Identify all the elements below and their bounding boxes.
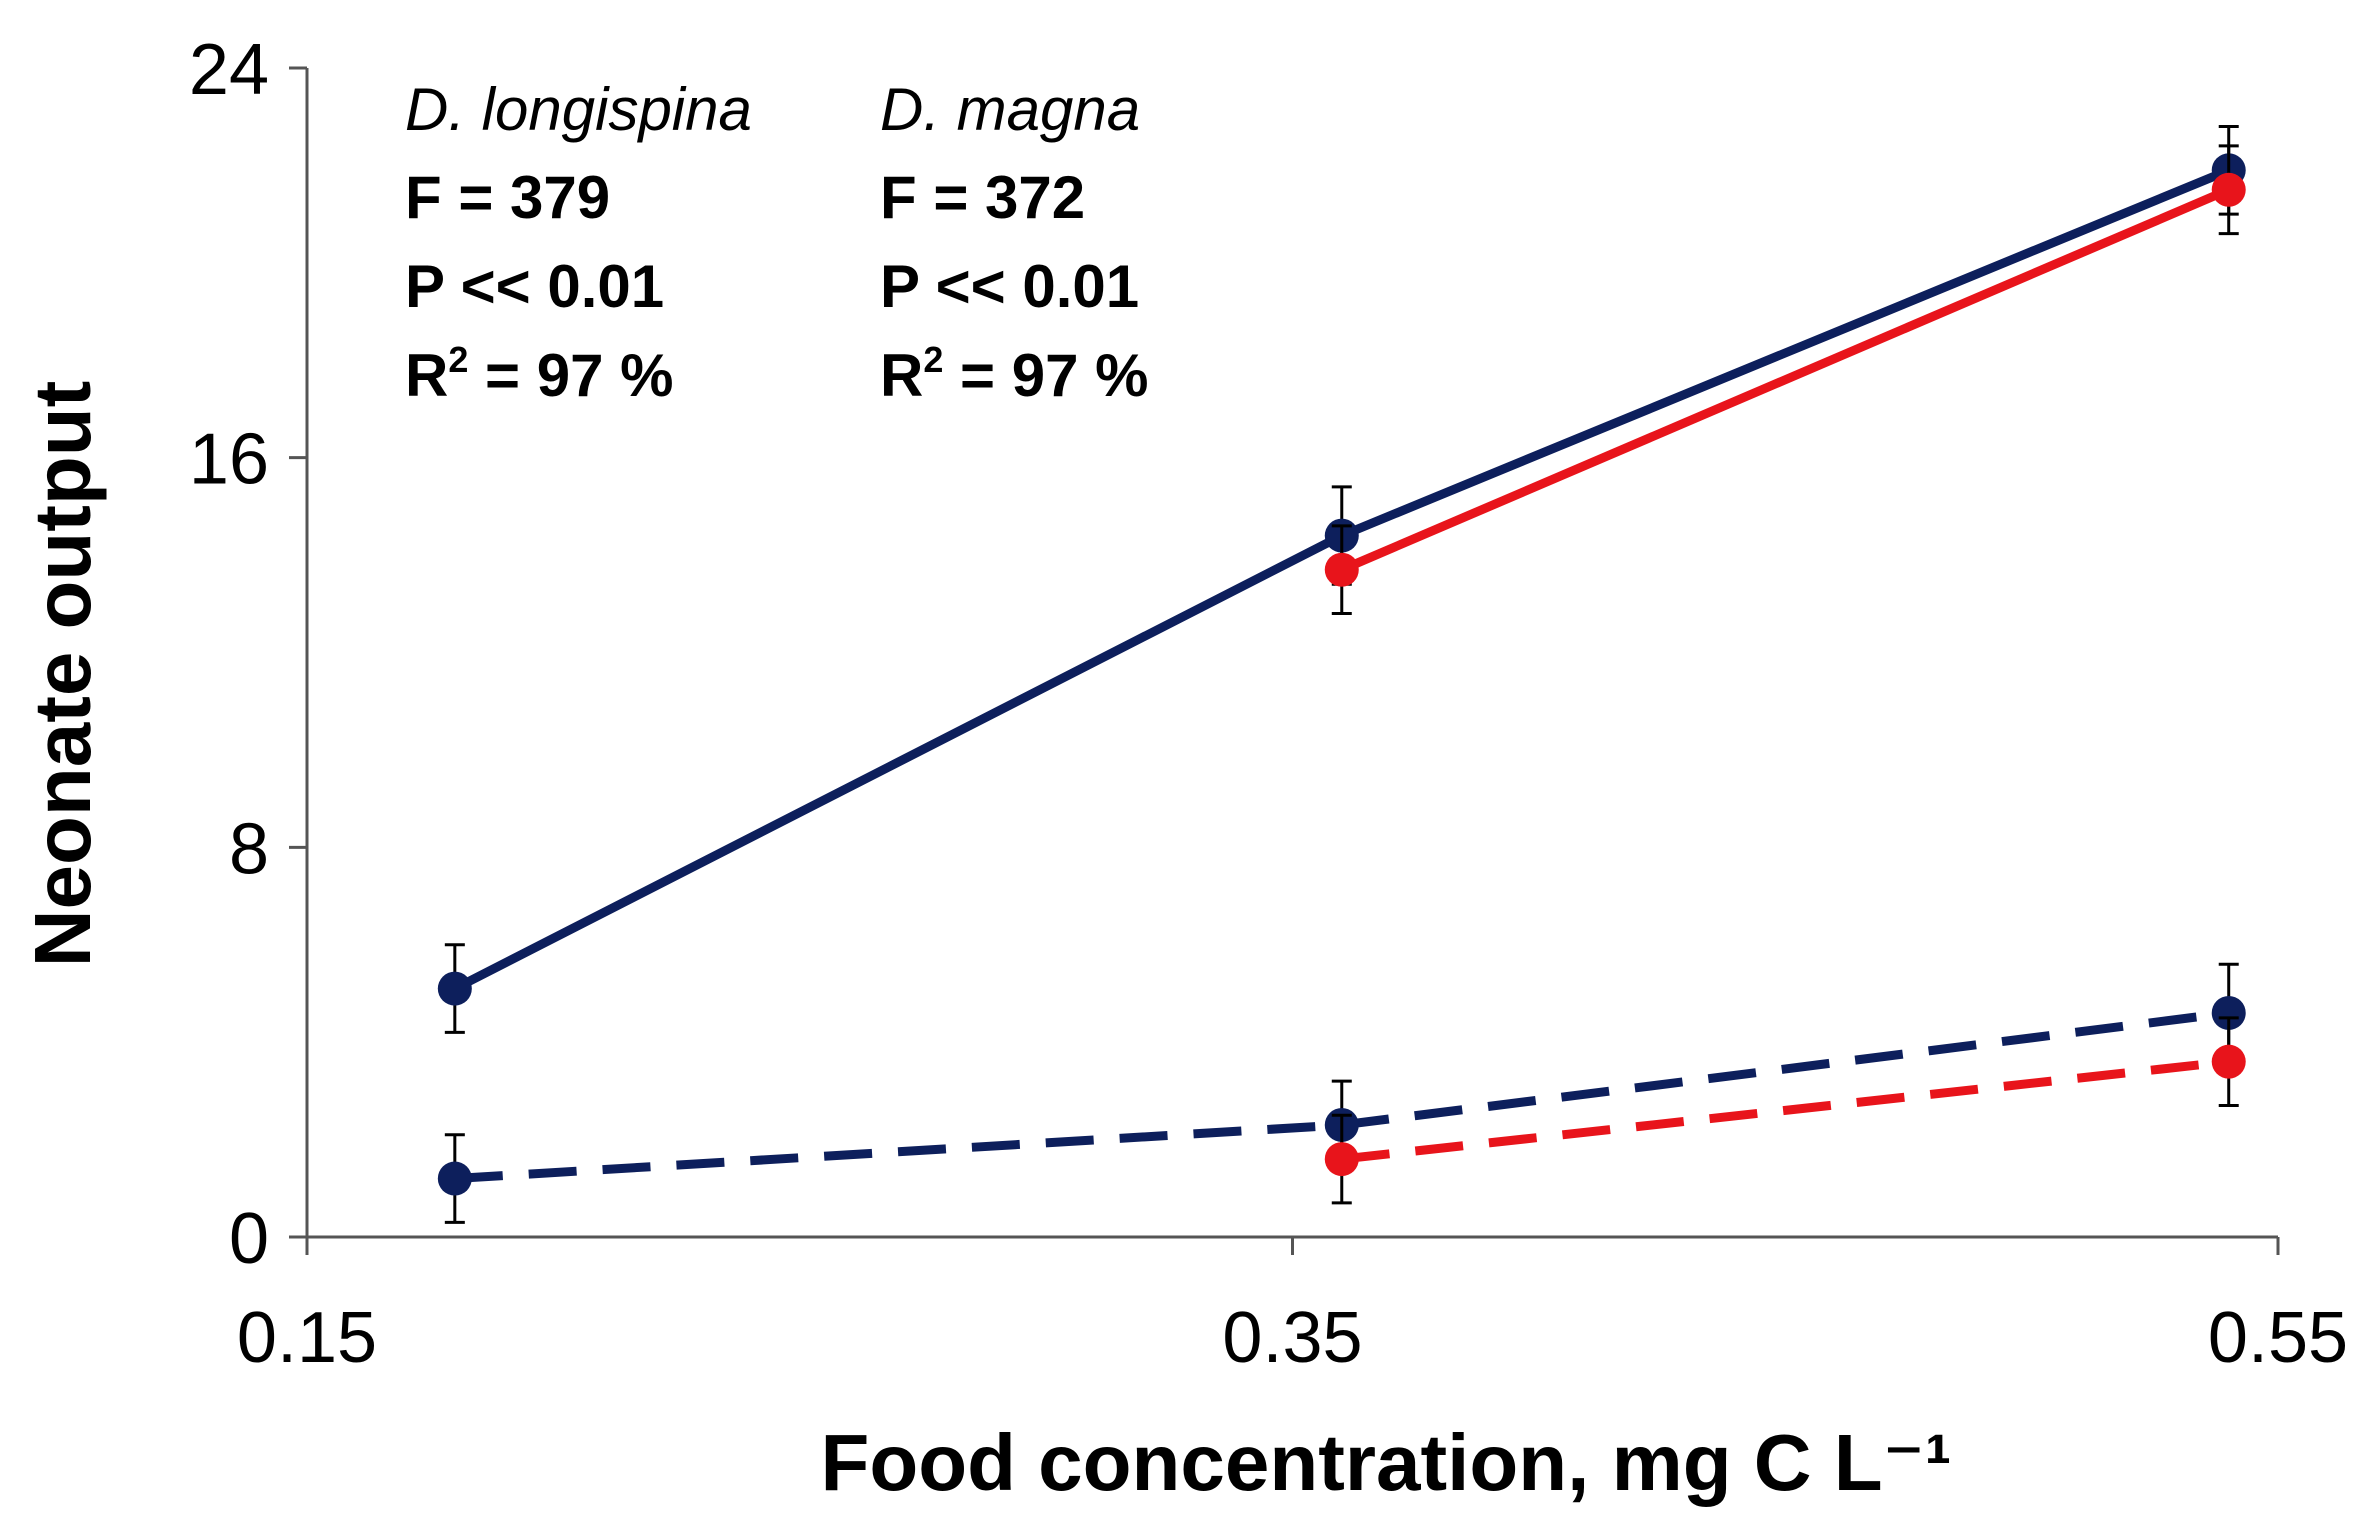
y-tick-label: 24: [189, 30, 269, 110]
series-1-solid: [1324, 144, 2246, 616]
series-layer: [437, 124, 2246, 1224]
x-axis-title: Food concentration, mg C L⁻¹: [820, 1418, 1951, 1507]
ticks-layer: 0 8 16 24 0.15 0.35 0.55: [189, 30, 2348, 1378]
data-point: [2211, 172, 2246, 207]
r2-label: R: [880, 342, 923, 409]
y-tick-label: 0: [229, 1199, 269, 1279]
series-line: [1341, 1057, 2230, 1164]
data-point: [1324, 552, 1359, 587]
y-tick-label: 8: [229, 809, 269, 889]
annotation-f-stat: F = 372: [880, 164, 1085, 231]
annotation-species: D. magna: [880, 76, 1140, 143]
annotation-f-stat: F = 379: [405, 164, 610, 231]
x-tick-label: 0.55: [2208, 1298, 2348, 1378]
r2-value: = 97 %: [943, 342, 1148, 409]
axes: [305, 68, 2278, 1239]
data-point: [2211, 1044, 2246, 1079]
stats-annotation-d-longispina: D. longispina F = 379 P << 0.01 R2 = 97 …: [405, 76, 752, 409]
r2-superscript: 2: [448, 339, 468, 380]
data-point: [437, 1161, 472, 1196]
stats-annotation-d-magna: D. magna F = 372 P << 0.01 R2 = 97 %: [880, 76, 1149, 409]
x-tick-label: 0.35: [1222, 1298, 1362, 1378]
annotation-p-value: P << 0.01: [880, 253, 1139, 320]
series-3-dashed: [1324, 1016, 2246, 1205]
data-point: [437, 971, 472, 1006]
r2-value: = 97 %: [468, 342, 673, 409]
y-tick-label: 16: [189, 420, 269, 500]
r2-superscript: 2: [923, 339, 943, 380]
annotation-p-value: P << 0.01: [405, 253, 664, 320]
data-point: [1324, 1142, 1359, 1177]
series-line: [1340, 185, 2231, 574]
annotation-r-squared: R2 = 97 %: [880, 339, 1149, 409]
y-axis-title: Neonate output: [18, 381, 107, 968]
x-tick-label: 0.15: [237, 1298, 377, 1378]
data-point: [2211, 995, 2246, 1030]
r2-label: R: [405, 342, 448, 409]
annotation-r-squared: R2 = 97 %: [405, 339, 674, 409]
annotation-species: D. longispina: [405, 76, 752, 143]
